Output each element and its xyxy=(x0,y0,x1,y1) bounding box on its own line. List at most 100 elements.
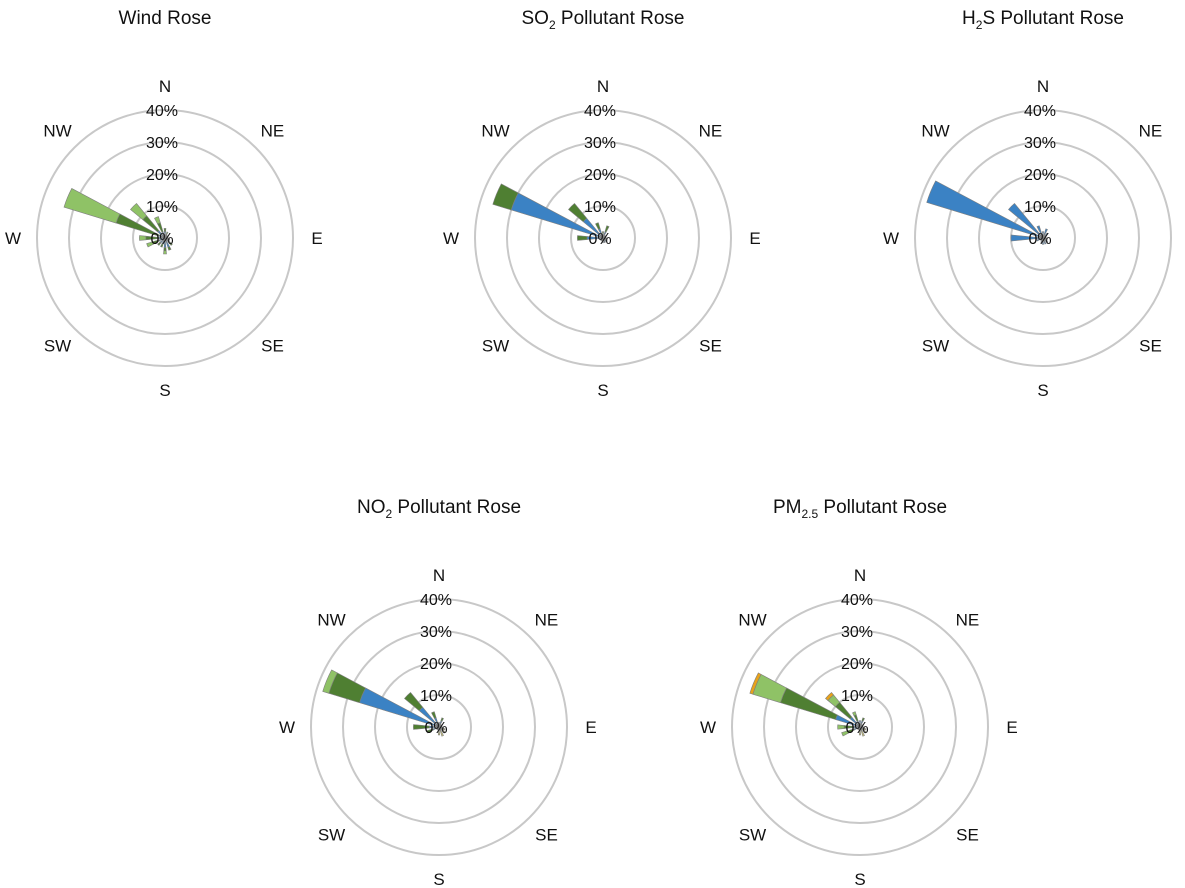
rose-wedge xyxy=(602,237,607,239)
rose-wedge xyxy=(163,228,167,232)
rose-wedge xyxy=(599,237,604,240)
rose-wedge xyxy=(160,243,164,248)
rose-wedge xyxy=(858,729,862,736)
rose-wedge xyxy=(413,724,430,730)
grid-ring xyxy=(132,205,198,271)
rose-wedge xyxy=(322,669,338,694)
radial-tick-label: 30% xyxy=(584,135,616,152)
direction-label: W xyxy=(700,718,716,737)
rose-wedge xyxy=(437,729,441,736)
radial-tick-label: 20% xyxy=(1024,167,1056,184)
radial-tick-label: 40% xyxy=(1024,103,1056,120)
radial-tick-label: 20% xyxy=(420,656,452,673)
chart-title: SO2 Pollutant Rose xyxy=(521,8,685,32)
grid-ring xyxy=(68,141,262,335)
radial-tick-label: 0% xyxy=(1028,231,1051,248)
grid-ring xyxy=(474,109,732,367)
direction-label: NW xyxy=(317,611,345,630)
direction-label: NW xyxy=(921,122,949,141)
direction-label: SW xyxy=(922,336,949,355)
radial-tick-label: 20% xyxy=(841,656,873,673)
radial-tick-label: 40% xyxy=(841,592,873,609)
h2s-rose-chart: H2S Pollutant Rose 0%10%20%30%40%NNEESES… xyxy=(873,8,1185,400)
radial-tick-label: 30% xyxy=(420,624,452,641)
pm25-rose-plot: 0% 10% 20% 30% 40% N NE E SE S SW W NW xyxy=(700,566,1018,888)
rose-wedge xyxy=(1042,237,1049,244)
rose-wedge xyxy=(859,720,861,728)
direction-label: SW xyxy=(739,825,766,844)
direction-label: SW xyxy=(44,336,71,355)
radial-tick-label: 10% xyxy=(146,199,178,216)
grid-ring xyxy=(795,662,925,792)
direction-label: NE xyxy=(699,122,723,141)
grid-ring xyxy=(538,173,668,303)
rose-wedge xyxy=(164,236,169,239)
grid-ring xyxy=(406,694,472,760)
rose-wedge xyxy=(595,222,601,230)
direction-label: S xyxy=(1037,381,1048,400)
direction-label: NW xyxy=(43,122,71,141)
grid-ring xyxy=(763,630,957,824)
chart-title: NO2 Pollutant Rose xyxy=(356,497,522,521)
rose-wedge xyxy=(780,687,838,720)
direction-label: NE xyxy=(535,611,559,630)
chart-title: Wind Rose xyxy=(118,8,212,29)
radial-tick-label: 30% xyxy=(146,135,178,152)
radial-tick-label: 10% xyxy=(584,199,616,216)
rose-wedge xyxy=(841,730,850,737)
rose-wedge xyxy=(438,726,443,728)
grid-ring xyxy=(914,109,1172,367)
direction-label: S xyxy=(854,870,865,888)
rose-wedge xyxy=(163,250,167,255)
rose-wedge xyxy=(404,692,424,712)
rose-wedge xyxy=(1036,237,1044,242)
direction-label: SW xyxy=(318,825,345,844)
grid-ring xyxy=(374,662,504,792)
grid-ring xyxy=(570,205,636,271)
direction-label: N xyxy=(1037,77,1049,96)
rose-wedge xyxy=(1010,234,1044,242)
rose-wedge xyxy=(860,729,865,737)
rose-wedge xyxy=(441,727,446,731)
no2-rose-plot: 0% 10% 20% 30% 40% N NE E SE S SW W NW xyxy=(279,566,597,888)
direction-label: NE xyxy=(261,122,285,141)
rose-wedge xyxy=(1042,231,1044,239)
direction-label: SE xyxy=(261,336,284,355)
rose-wedge xyxy=(602,237,604,244)
rose-wedge xyxy=(139,235,147,241)
radial-tick-label: 30% xyxy=(841,624,873,641)
direction-label: SE xyxy=(1139,336,1162,355)
rose-wedge xyxy=(837,724,845,730)
rose-wedge xyxy=(861,728,867,734)
rose-wedge xyxy=(861,717,865,722)
rose-wedge xyxy=(165,231,169,236)
rose-wedge xyxy=(438,725,443,728)
direction-label: N xyxy=(597,77,609,96)
grid-ring xyxy=(342,630,536,824)
rose-wedge xyxy=(167,246,172,251)
rose-wedge xyxy=(439,729,444,737)
chart-title: H2S Pollutant Rose xyxy=(962,8,1124,32)
rose-wedge xyxy=(426,728,434,734)
so2-rose-chart: SO2 Pollutant Rose 0% 10% 20% 30% 40% N NE E SE S… xyxy=(433,8,773,400)
grid-ring xyxy=(506,141,700,335)
direction-label: S xyxy=(159,381,170,400)
rose-wedge xyxy=(604,225,610,233)
rose-wedge xyxy=(859,725,864,728)
wind-rose-chart: Wind Rose 0% 10% 20% 30% 40% N NE E SE S SW W NW xyxy=(0,8,335,400)
direction-label: NE xyxy=(1139,122,1163,141)
rose-wedge xyxy=(577,235,588,241)
chart-title: PM2.5 Pollutant Rose xyxy=(772,497,948,521)
direction-label: E xyxy=(311,229,322,248)
radial-tick-label: 30% xyxy=(1024,135,1056,152)
radial-tick-label: 0% xyxy=(588,231,611,248)
rose-wedge xyxy=(438,721,440,728)
radial-tick-label: 0% xyxy=(424,720,447,737)
direction-label: N xyxy=(854,566,866,585)
rose-wedge xyxy=(1008,203,1044,239)
grid-ring xyxy=(100,173,230,303)
wind-rose-plot: 0% 10% 20% 30% 40% N NE E SE S SW W NW xyxy=(5,77,323,400)
rose-wedge xyxy=(1042,237,1047,245)
grid-ring xyxy=(978,173,1108,303)
